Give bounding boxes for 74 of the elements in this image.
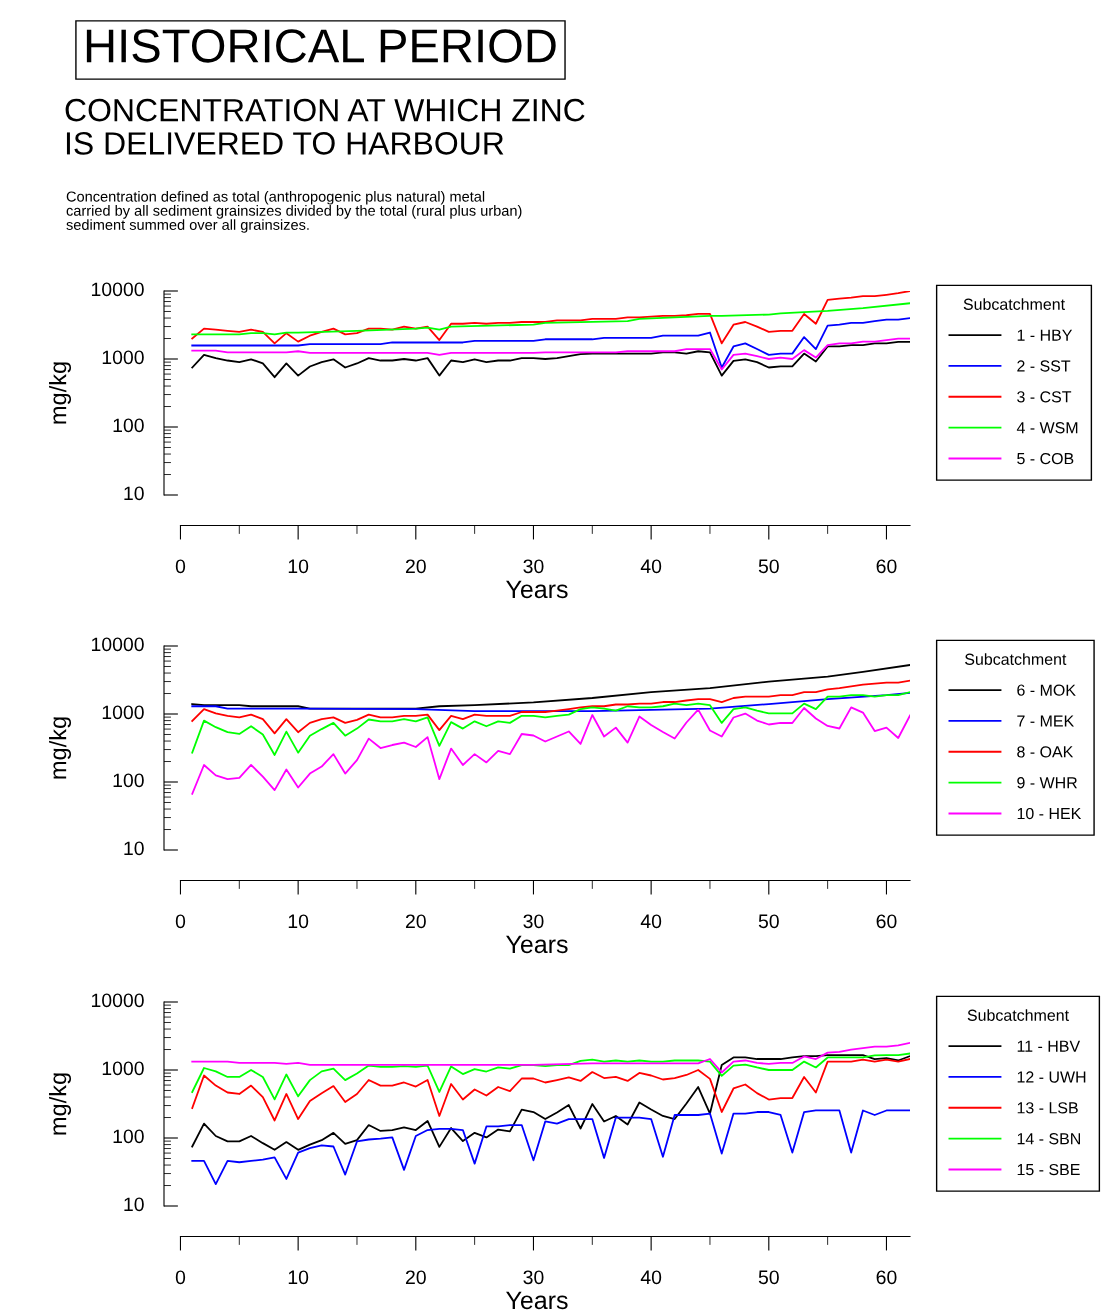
x-tick-label: 20 — [405, 1270, 426, 1285]
line-series — [191, 1054, 910, 1151]
legend-label: 5 - COB — [1017, 452, 1074, 465]
legend-label: 15 - SBE — [1017, 1163, 1080, 1176]
x-tick-label: 0 — [175, 559, 186, 574]
y-tick-label: 10000 — [91, 993, 144, 1008]
legend-label: 12 - UWH — [1017, 1071, 1086, 1083]
y-tick-label: 1000 — [102, 705, 144, 720]
legend-label: 1 - HBY — [1017, 329, 1073, 341]
line-series — [191, 1052, 910, 1101]
x-tick-label: 40 — [640, 914, 662, 929]
x-axis-title: Years — [506, 580, 568, 599]
y-axis-title: mg/kg — [49, 362, 72, 424]
legend-label: 8 - OAK — [1017, 746, 1074, 758]
x-axis-title: Years — [506, 1291, 568, 1310]
y-tick-label: 100 — [113, 1129, 144, 1144]
y-tick-label: 1000 — [102, 1061, 144, 1076]
legend-label: 9 - WHR — [1017, 777, 1077, 789]
x-tick-label: 50 — [758, 559, 779, 574]
line-series — [191, 691, 910, 756]
legend-label: 13 - LSB — [1017, 1102, 1078, 1114]
chart-title: HISTORICAL PERIOD — [86, 29, 556, 63]
legend-title: Subcatchment — [967, 1009, 1069, 1021]
y-tick-label: 10 — [124, 841, 144, 856]
x-tick-label: 0 — [175, 1270, 186, 1285]
x-tick-label: 30 — [523, 914, 544, 929]
y-tick-label: 10000 — [91, 637, 144, 652]
x-tick-label: 60 — [876, 559, 897, 574]
x-tick-label: 60 — [876, 1270, 897, 1285]
legend-label: 10 - HEK — [1017, 807, 1082, 820]
legend-title: Subcatchment — [963, 298, 1065, 310]
x-tick-label: 30 — [523, 559, 544, 574]
y-tick-label: 10 — [124, 1197, 144, 1212]
legend-label: 6 - MOK — [1017, 684, 1076, 696]
legend-label: 14 - SBN — [1017, 1133, 1080, 1145]
line-series — [191, 691, 910, 713]
y-axis-title: mg/kg — [49, 717, 72, 779]
x-tick-label: 30 — [523, 1270, 544, 1285]
x-tick-label: 10 — [288, 559, 309, 574]
x-tick-label: 40 — [640, 1270, 662, 1285]
legend-title: Subcatchment — [965, 653, 1067, 665]
x-tick-label: 20 — [405, 914, 426, 929]
legend-label: 2 - SST — [1017, 360, 1071, 372]
y-tick-label: 100 — [113, 773, 144, 788]
line-series — [191, 302, 910, 336]
chart-subtitle: CONCENTRATION AT WHICH ZINC IS DELIVERED TO HARBOUR — [65, 98, 585, 155]
line-series — [191, 706, 910, 795]
x-tick-label: 20 — [405, 559, 426, 574]
y-tick-label: 10 — [124, 486, 144, 501]
text: Concentration defined as total (anthropogenic plus natural) metal carried by all sediment grainsizes divided by the total (rural plus urban) sediment summed over all grainsizes. — [66, 191, 522, 233]
line-series — [191, 337, 910, 371]
x-tick-label: 10 — [288, 1270, 309, 1285]
line-series — [191, 679, 910, 735]
y-tick-label: 10000 — [91, 282, 144, 297]
x-tick-label: 50 — [758, 1270, 779, 1285]
y-axis-title: mg/kg — [49, 1073, 72, 1135]
line-series — [191, 1109, 910, 1185]
x-axis-title: Years — [506, 935, 568, 954]
line-series — [191, 341, 910, 379]
line-series — [191, 317, 910, 369]
x-tick-label: 40 — [640, 559, 662, 574]
legend-label: 4 - WSM — [1016, 422, 1078, 434]
x-tick-label: 10 — [288, 914, 309, 929]
x-tick-label: 0 — [175, 914, 186, 929]
legend-label: 11 - HBV — [1017, 1040, 1081, 1052]
x-tick-label: 50 — [758, 914, 779, 929]
legend-label: 3 - CST — [1017, 391, 1072, 403]
y-tick-label: 1000 — [102, 350, 144, 365]
x-tick-label: 60 — [876, 914, 897, 929]
line-series — [191, 291, 910, 345]
y-tick-label: 100 — [113, 418, 144, 433]
line-series — [191, 1058, 910, 1122]
legend-label: 7 - MEK — [1017, 715, 1075, 727]
line-series — [191, 1042, 910, 1074]
